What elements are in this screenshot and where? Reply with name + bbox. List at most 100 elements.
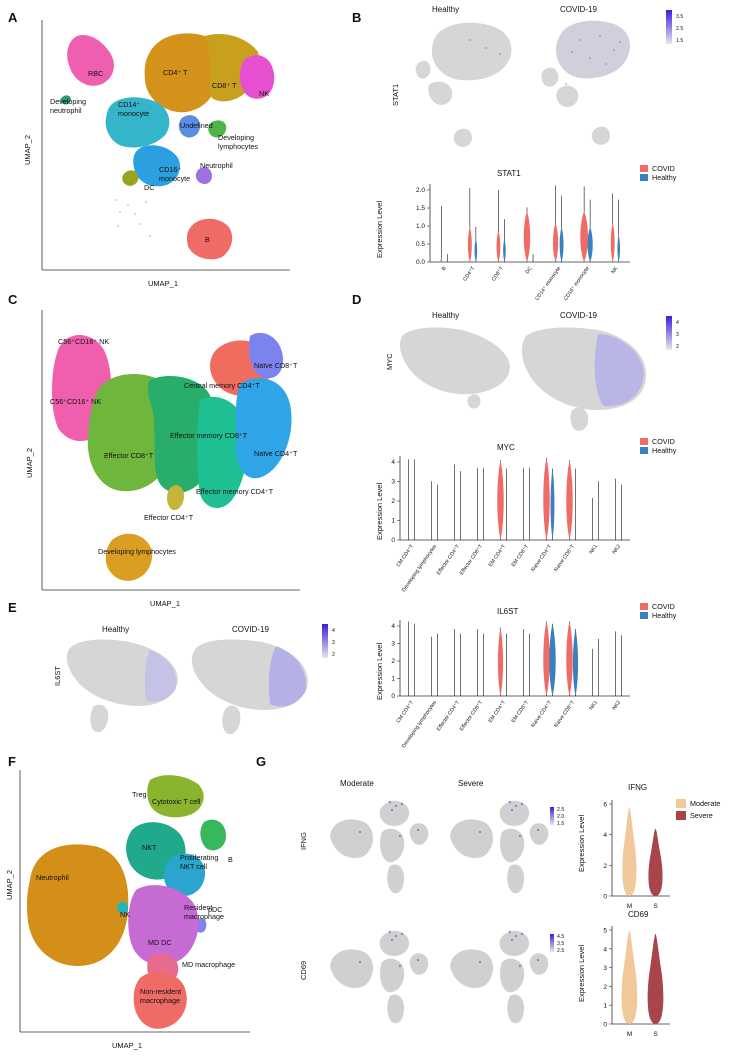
umap-blob: [379, 800, 410, 826]
umap-dot: [389, 931, 391, 933]
panel-c-xlabel: UMAP_1: [150, 599, 180, 608]
panel-b: B Healthy COVID-19 STAT1 3.5 2.5 1.5 STA…: [352, 5, 683, 302]
umap-blob: [380, 828, 405, 863]
label-f-macrophage-1: macrophage: [184, 912, 224, 921]
panel-g-scale2-mid: 3.5: [557, 941, 564, 947]
violin-group-label: Effector CD4⁺T: [436, 699, 462, 732]
panel-g-umap-2: [330, 930, 429, 1024]
panel-e-feature-umap-healthy: [66, 639, 178, 733]
label-c-effector-cd8: Effector CD8⁺T: [104, 451, 154, 460]
umap-dot: [521, 933, 523, 935]
violin-ytick-label: 3: [391, 641, 395, 648]
panel-f-clusters: [26, 775, 226, 1029]
label-monocyte-1: monocyte: [118, 109, 149, 118]
label-f-md-macrophage: MD macrophage: [182, 960, 235, 969]
umap-blob: [507, 864, 524, 894]
panel-d-colorbar: [666, 316, 672, 350]
umap-dot: [511, 939, 513, 941]
cluster-c-naive-cd4: [235, 378, 292, 479]
label-c-nk2: C56⁺CD16⁺ NK: [50, 397, 101, 406]
violin-group-label: Effector CD8⁺T: [459, 699, 485, 732]
label-rbc: RBC: [88, 69, 103, 78]
violin-covid-body: [610, 223, 615, 262]
violin-healthy-body: [474, 238, 478, 262]
panel-b-scale-hi: 3.5: [676, 14, 683, 20]
cluster-f-macrophage: [128, 885, 199, 966]
violin-ytick-label: 4: [391, 623, 395, 630]
cluster-c-effector-memory-cd4: [197, 396, 248, 508]
panel-g-legend-severe-swatch: [676, 811, 686, 820]
violin-group-label: Naïve CD4⁺T: [530, 699, 553, 729]
umap-dot: [399, 835, 401, 837]
panel-g-label: G: [256, 754, 266, 769]
panel-g-scale2-lo: 2.5: [557, 948, 564, 954]
label-neutrophil-2: neutrophil: [50, 106, 82, 115]
umap-dot: [537, 959, 539, 961]
panel-e-feature-umap-covid: [191, 639, 308, 735]
panel-d-scale-lo: 2: [676, 344, 679, 350]
cluster-c-developing-lymphocytes: [105, 533, 153, 581]
violin-group-label: CD4⁺T: [462, 265, 477, 282]
label-c-em-cd4: Effector memory CD4⁺T: [196, 487, 274, 496]
label-c-naive-cd8: Naïve CD8⁺T: [254, 361, 298, 370]
violin-group-label: Naïve CD8⁺T: [553, 543, 576, 573]
panel-b-legend-healthy: Healthy: [652, 173, 677, 182]
violin-healthy-body: [550, 468, 555, 540]
panel-a-clusters: [60, 33, 275, 260]
umap-dot: [359, 961, 361, 963]
violin-group-label: EM CD8⁺T: [511, 543, 531, 568]
g-violin-ytick-label: 3: [603, 965, 607, 972]
label-f-b: B: [228, 855, 233, 864]
panel-g-gene-cd69: CD69: [299, 961, 308, 980]
umap-dot: [509, 801, 511, 803]
panel-e-ylabel: Expression Level: [375, 643, 384, 700]
umap-dot: [479, 831, 481, 833]
violin-group-label: NK1: [588, 544, 599, 556]
panel-f-xlabel: UMAP_1: [112, 1041, 142, 1050]
panel-b-colorbar: [666, 10, 672, 44]
cluster-b: [186, 218, 233, 260]
panel-b-scale-mid: 2.5: [676, 26, 683, 32]
panel-e-legend-healthy: Healthy: [652, 611, 677, 620]
violin-ytick-label: 2.0: [416, 187, 425, 194]
panel-d-scale-hi: 4: [676, 320, 679, 326]
violin-group-label: Naïve CD8⁺T: [553, 699, 576, 729]
panel-f-label: F: [8, 754, 16, 769]
umap-dot: [515, 935, 517, 937]
panel-c-ylabel: UMAP_2: [25, 448, 34, 478]
cluster-undefined: [178, 115, 200, 138]
umap-dot: [391, 809, 393, 811]
panel-d: D Healthy COVID-19 MYC 4 3 2 MYC 0 1 2 3 4 CM…: [352, 292, 679, 593]
violin-group-label: B: [441, 265, 448, 272]
panel-g-violins: 0 2 4 6 M S 0 1 2 3 4 5 M S: [603, 800, 670, 1038]
panel-g-colorbar-ifng: [550, 807, 554, 825]
violin-group-label: Naïve CD4⁺T: [530, 543, 553, 573]
label-f-macrophage-2: macrophage: [140, 996, 180, 1005]
umap-dot: [521, 803, 523, 805]
panel-g-scale1-hi: 2.5: [557, 807, 564, 813]
panel-d-legend-healthy: Healthy: [652, 446, 677, 455]
label-f-neutrophil: Neutrophil: [36, 873, 69, 882]
label-f-pdc: pDC: [208, 905, 222, 914]
panel-e-label: E: [8, 600, 17, 615]
umap-blob: [380, 958, 405, 993]
panel-g-umap-0: [330, 800, 429, 894]
panel-e: E Healthy COVID-19 IL6ST 4 3 2 IL6ST 0 1 2…: [8, 600, 677, 749]
panel-b-feature-umap-covid: [541, 20, 630, 145]
violin-ytick-label: 0.0: [416, 259, 425, 266]
panel-e-scale-mid: 3: [332, 640, 335, 646]
label-neutrophil: Neutrophil: [200, 161, 233, 170]
umap-blob: [450, 949, 493, 988]
g-violin-group-label: M: [627, 903, 632, 910]
g-violin-group-label: S: [653, 1031, 658, 1038]
panel-b-violin-plot: 0.0 0.5 1.0 1.5 2.0 B CD4⁺T CD8⁺T DC CD14⁺ monocy…: [416, 184, 630, 302]
panel-b-label: B: [352, 10, 361, 25]
cluster-rbc: [67, 35, 114, 86]
label-f-nk: NK: [120, 910, 130, 919]
umap-blob: [507, 994, 524, 1024]
umap-blob: [499, 800, 530, 826]
g-violin-body: [647, 933, 664, 1024]
umap-blob: [409, 823, 429, 845]
